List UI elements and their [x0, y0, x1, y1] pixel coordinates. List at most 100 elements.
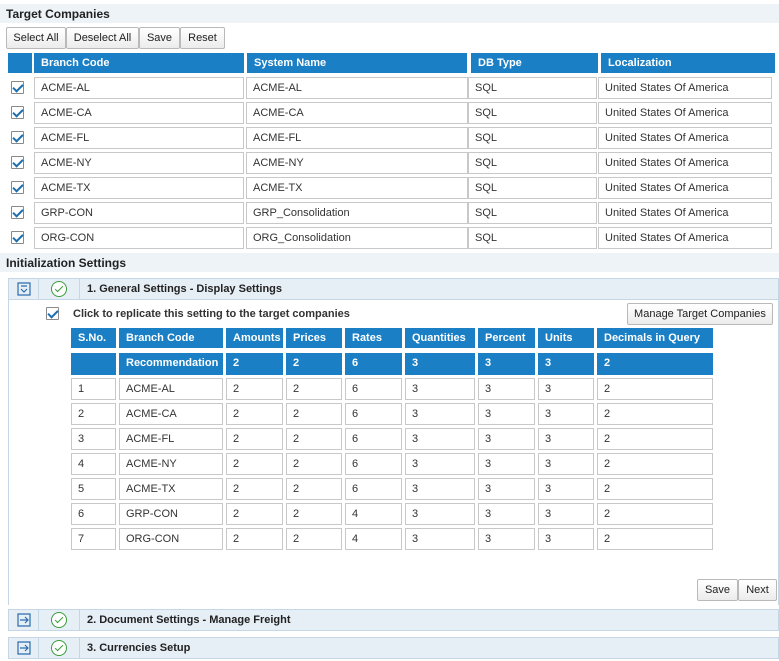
db-type-cell[interactable]: SQL: [468, 77, 597, 99]
db-type-cell[interactable]: SQL: [468, 227, 597, 249]
grid-cell-units[interactable]: 3: [538, 378, 594, 400]
section-header-1[interactable]: 1. General Settings - Display Settings: [8, 278, 779, 300]
grid-header-branch-code[interactable]: Branch Code: [119, 328, 223, 348]
row-checkbox[interactable]: [11, 181, 24, 194]
grid-cell-decimals[interactable]: 2: [597, 528, 713, 550]
replicate-checkbox[interactable]: [46, 307, 59, 320]
system-name-cell[interactable]: GRP_Consolidation: [246, 202, 468, 224]
grid-cell-amounts[interactable]: 2: [226, 503, 283, 525]
grid-cell-prices[interactable]: 2: [286, 403, 342, 425]
db-type-cell[interactable]: SQL: [468, 152, 597, 174]
branch-code-cell[interactable]: ORG-CON: [34, 227, 244, 249]
row-checkbox[interactable]: [11, 156, 24, 169]
localization-cell[interactable]: United States Of America: [598, 102, 772, 124]
db-type-cell[interactable]: SQL: [468, 177, 597, 199]
grid-cell-quantities[interactable]: 3: [405, 378, 475, 400]
save-button[interactable]: Save: [139, 27, 180, 49]
grid-cell-amounts[interactable]: 2: [226, 453, 283, 475]
grid-cell-amounts[interactable]: 2: [226, 403, 283, 425]
system-name-cell[interactable]: ACME-TX: [246, 177, 468, 199]
localization-cell[interactable]: United States Of America: [598, 177, 772, 199]
grid-header-prices[interactable]: Prices: [286, 328, 342, 348]
grid-cell-amounts[interactable]: 2: [226, 478, 283, 500]
branch-code-cell[interactable]: ACME-AL: [34, 77, 244, 99]
localization-cell[interactable]: United States Of America: [598, 152, 772, 174]
grid-cell-rates[interactable]: 6: [345, 478, 402, 500]
grid-cell-prices[interactable]: 2: [286, 428, 342, 450]
manage-target-companies-button[interactable]: Manage Target Companies: [627, 303, 773, 325]
localization-cell[interactable]: United States Of America: [598, 127, 772, 149]
grid-cell-quantities[interactable]: 3: [405, 478, 475, 500]
column-header-branch-code[interactable]: Branch Code: [34, 53, 244, 73]
grid-cell-units[interactable]: 3: [538, 528, 594, 550]
reset-button[interactable]: Reset: [180, 27, 225, 49]
grid-cell-quantities[interactable]: 3: [405, 453, 475, 475]
footer-save-button[interactable]: Save: [697, 579, 738, 601]
db-type-cell[interactable]: SQL: [468, 202, 597, 224]
grid-header-percent[interactable]: Percent: [478, 328, 535, 348]
system-name-cell[interactable]: ACME-NY: [246, 152, 468, 174]
select-all-button[interactable]: Select All: [6, 27, 66, 49]
grid-header-quantities[interactable]: Quantities: [405, 328, 475, 348]
grid-header-decimals[interactable]: Decimals in Query: [597, 328, 713, 348]
grid-cell-percent[interactable]: 3: [478, 403, 535, 425]
grid-cell-prices[interactable]: 2: [286, 503, 342, 525]
column-header-db-type[interactable]: DB Type: [471, 53, 598, 73]
system-name-cell[interactable]: ACME-CA: [246, 102, 468, 124]
next-button[interactable]: Next: [738, 579, 777, 601]
deselect-all-button[interactable]: Deselect All: [66, 27, 139, 49]
grid-cell-percent[interactable]: 3: [478, 428, 535, 450]
grid-cell-amounts[interactable]: 2: [226, 428, 283, 450]
grid-cell-decimals[interactable]: 2: [597, 478, 713, 500]
grid-header-units[interactable]: Units: [538, 328, 594, 348]
system-name-cell[interactable]: ACME-AL: [246, 77, 468, 99]
expand-icon[interactable]: [9, 638, 39, 658]
localization-cell[interactable]: United States Of America: [598, 227, 772, 249]
db-type-cell[interactable]: SQL: [468, 102, 597, 124]
section-header-2[interactable]: 2. Document Settings - Manage Freight: [8, 609, 779, 631]
grid-header-amounts[interactable]: Amounts: [226, 328, 283, 348]
grid-header-rates[interactable]: Rates: [345, 328, 402, 348]
grid-cell-quantities[interactable]: 3: [405, 403, 475, 425]
grid-cell-decimals[interactable]: 2: [597, 403, 713, 425]
grid-cell-rates[interactable]: 6: [345, 453, 402, 475]
grid-cell-units[interactable]: 3: [538, 453, 594, 475]
grid-cell-units[interactable]: 3: [538, 403, 594, 425]
column-header-localization[interactable]: Localization: [601, 53, 775, 73]
grid-cell-quantities[interactable]: 3: [405, 528, 475, 550]
branch-code-cell[interactable]: ACME-TX: [34, 177, 244, 199]
grid-cell-rates[interactable]: 6: [345, 378, 402, 400]
branch-code-cell[interactable]: ACME-FL: [34, 127, 244, 149]
grid-cell-amounts[interactable]: 2: [226, 378, 283, 400]
grid-cell-prices[interactable]: 2: [286, 528, 342, 550]
row-checkbox[interactable]: [11, 106, 24, 119]
grid-cell-amounts[interactable]: 2: [226, 528, 283, 550]
branch-code-cell[interactable]: ACME-CA: [34, 102, 244, 124]
expand-icon[interactable]: [9, 610, 39, 630]
row-checkbox[interactable]: [11, 231, 24, 244]
grid-cell-rates[interactable]: 4: [345, 528, 402, 550]
grid-cell-decimals[interactable]: 2: [597, 503, 713, 525]
collapse-icon[interactable]: [9, 279, 39, 299]
grid-cell-units[interactable]: 3: [538, 503, 594, 525]
grid-cell-rates[interactable]: 6: [345, 403, 402, 425]
grid-cell-percent[interactable]: 3: [478, 378, 535, 400]
row-checkbox[interactable]: [11, 206, 24, 219]
grid-cell-percent[interactable]: 3: [478, 478, 535, 500]
grid-cell-rates[interactable]: 4: [345, 503, 402, 525]
grid-cell-percent[interactable]: 3: [478, 528, 535, 550]
grid-cell-units[interactable]: 3: [538, 428, 594, 450]
grid-cell-percent[interactable]: 3: [478, 453, 535, 475]
row-checkbox[interactable]: [11, 131, 24, 144]
system-name-cell[interactable]: ORG_Consolidation: [246, 227, 468, 249]
localization-cell[interactable]: United States Of America: [598, 202, 772, 224]
branch-code-cell[interactable]: ACME-NY: [34, 152, 244, 174]
section-header-3[interactable]: 3. Currencies Setup: [8, 637, 779, 659]
localization-cell[interactable]: United States Of America: [598, 77, 772, 99]
column-header-system-name[interactable]: System Name: [247, 53, 467, 73]
branch-code-cell[interactable]: GRP-CON: [34, 202, 244, 224]
system-name-cell[interactable]: ACME-FL: [246, 127, 468, 149]
grid-cell-decimals[interactable]: 2: [597, 378, 713, 400]
grid-cell-rates[interactable]: 6: [345, 428, 402, 450]
grid-cell-quantities[interactable]: 3: [405, 428, 475, 450]
